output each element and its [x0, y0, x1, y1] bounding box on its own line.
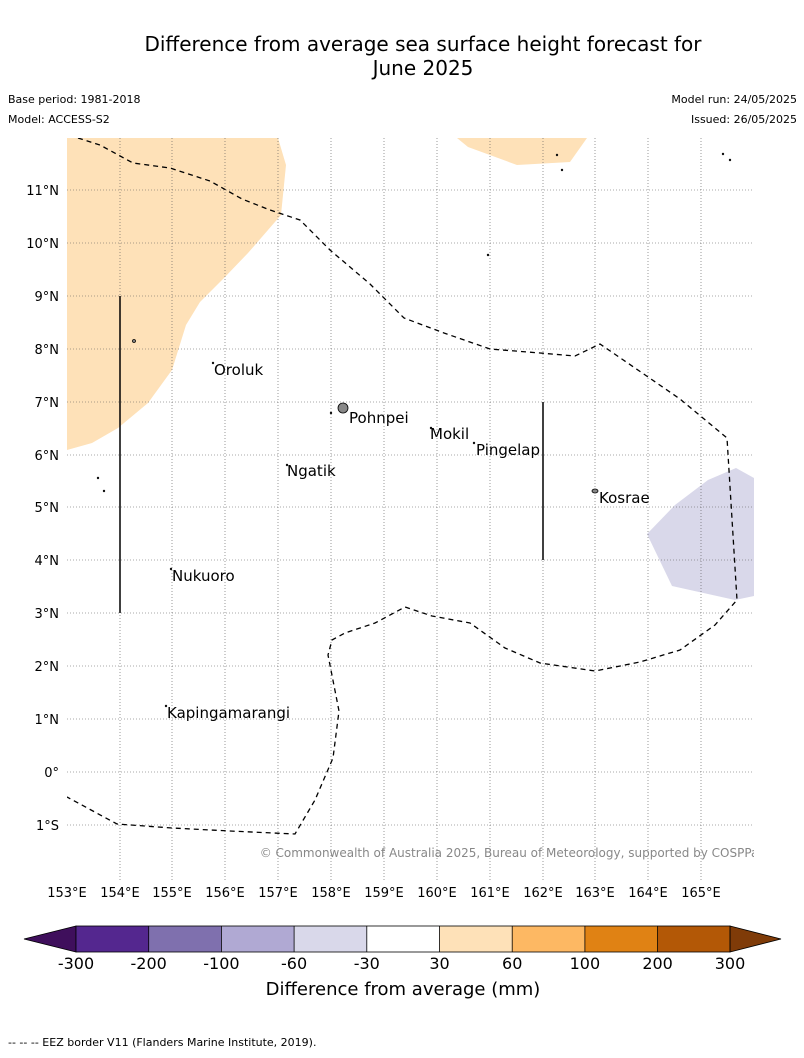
place-label-pohnpei: Pohnpei — [349, 409, 409, 427]
islands — [96, 152, 732, 708]
colorbar-extend-low — [23, 925, 77, 953]
islet — [169, 567, 173, 571]
colorbar: -300 -200 -100 -60 -30 30 60 100 200 300… — [23, 925, 782, 1000]
pohnpei-island — [337, 402, 349, 414]
lat-label: 5°N — [35, 501, 60, 516]
lat-label: 4°N — [35, 554, 60, 569]
place-label-ngatik: Ngatik — [287, 462, 336, 480]
map-area: Oroluk Pohnpei Mokil Pingelap Ngatik Kos… — [67, 138, 765, 880]
lon-label: 157°E — [258, 886, 298, 901]
islet — [329, 411, 333, 415]
lon-label: 163°E — [575, 886, 615, 901]
islet — [132, 339, 136, 343]
islet — [728, 158, 732, 162]
colorbar-bin — [294, 926, 367, 952]
lon-label: 155°E — [152, 886, 192, 901]
anomaly-region-positive-north — [457, 138, 587, 165]
colorbar-tick: 100 — [570, 954, 601, 973]
eez-border-north — [67, 138, 738, 835]
lat-label: 1°N — [35, 713, 60, 728]
lon-label: 164°E — [628, 886, 668, 901]
lat-label: 11°N — [26, 184, 59, 199]
lon-label: 153°E — [47, 886, 87, 901]
base-period: Base period: 1981-2018 — [8, 93, 141, 106]
map-title: Difference from average sea surface heig… — [0, 32, 804, 80]
colorbar-tick: 200 — [642, 954, 673, 973]
colorbar-tick: -100 — [203, 954, 239, 973]
place-label-nukuoro: Nukuoro — [172, 567, 235, 585]
lat-label: 0° — [44, 766, 59, 781]
colorbar-label: Difference from average (mm) — [266, 979, 541, 1000]
colorbar-tick: -30 — [354, 954, 380, 973]
colorbar-bin — [148, 926, 222, 952]
islet — [472, 441, 476, 445]
colorbar-bin — [221, 926, 295, 952]
model-name: Model: ACCESS-S2 — [8, 113, 110, 126]
place-label-kapingamarangi: Kapingamarangi — [167, 704, 290, 722]
colorbar-tick: -200 — [131, 954, 167, 973]
colorbar-bin — [366, 926, 440, 952]
islet — [555, 153, 559, 157]
islet — [96, 476, 100, 480]
place-label-mokil: Mokil — [430, 425, 469, 443]
colorbar-bin — [657, 926, 730, 952]
lon-label: 165°E — [681, 886, 721, 901]
copyright-text: © Commonwealth of Australia 2025, Bureau… — [260, 846, 765, 860]
colorbar-extend-high — [729, 925, 782, 953]
colorbar-tick: 30 — [429, 954, 449, 973]
lon-label: 161°E — [470, 886, 510, 901]
anomaly-region-negative-east — [647, 468, 754, 600]
colorbar-tick: -300 — [58, 954, 94, 973]
issued-date: Issued: 26/05/2025 — [690, 113, 797, 126]
lat-label: 10°N — [26, 237, 59, 252]
eez-borders — [67, 138, 738, 835]
colorbar-bin — [584, 926, 658, 952]
colorbar-bin — [439, 926, 513, 952]
lat-label: 7°N — [35, 396, 60, 411]
gridlines — [67, 138, 754, 880]
lat-label: 8°N — [35, 343, 60, 358]
lon-label: 158°E — [311, 886, 351, 901]
islet — [211, 361, 215, 365]
lon-label: 159°E — [364, 886, 404, 901]
colorbar-tick: 300 — [715, 954, 746, 973]
map-title-line1: Difference from average sea surface heig… — [144, 32, 702, 56]
lat-label: 6°N — [35, 449, 60, 464]
anomaly-region-positive-west — [67, 138, 286, 450]
islet — [164, 704, 168, 708]
lon-label: 156°E — [205, 886, 245, 901]
colorbar-bin — [76, 926, 149, 952]
colorbar-tick: 60 — [502, 954, 522, 973]
islet — [429, 426, 433, 430]
lat-label: 9°N — [35, 290, 60, 305]
colorbar-tick: -60 — [281, 954, 307, 973]
islet — [560, 168, 564, 172]
place-label-pingelap: Pingelap — [476, 441, 540, 459]
lon-label: 162°E — [523, 886, 563, 901]
map-title-line2: June 2025 — [372, 56, 474, 80]
eez-footnote: -- -- -- EEZ border V11 (Flanders Marine… — [8, 1036, 317, 1049]
lat-label: 2°N — [35, 660, 60, 675]
model-run: Model run: 24/05/2025 — [671, 93, 797, 106]
lat-label: 3°N — [35, 607, 60, 622]
kosrae-island — [591, 488, 599, 494]
place-label-kosrae: Kosrae — [599, 489, 650, 507]
islet — [486, 253, 490, 257]
islet — [285, 463, 289, 467]
colorbar-bin — [512, 926, 585, 952]
lat-label: 1°S — [36, 819, 59, 834]
lon-label: 154°E — [100, 886, 140, 901]
lon-label: 160°E — [417, 886, 457, 901]
islet — [721, 152, 725, 156]
place-label-oroluk: Oroluk — [214, 361, 263, 379]
islet — [102, 489, 106, 493]
